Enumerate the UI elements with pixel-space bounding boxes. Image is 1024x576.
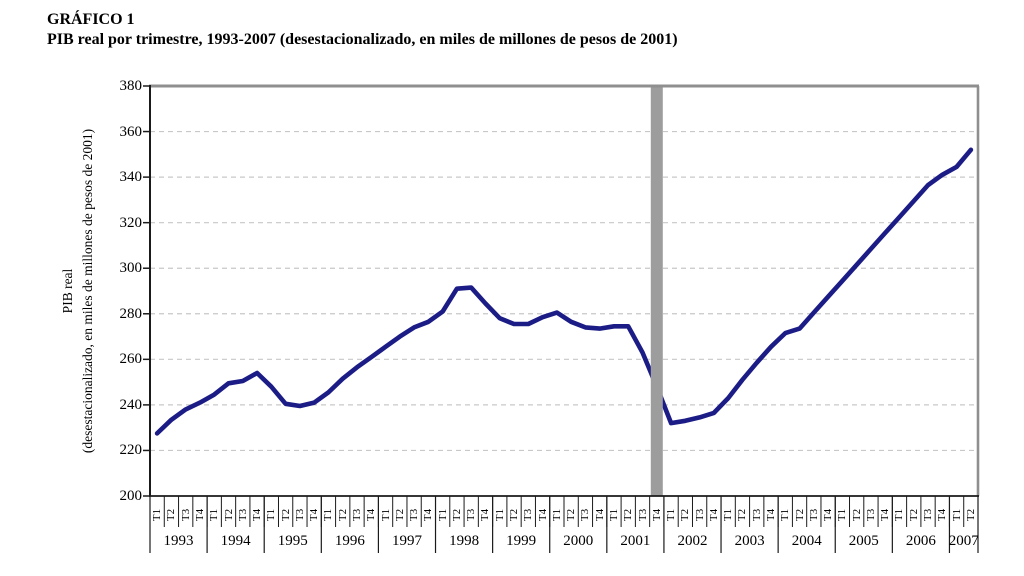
gdp-line xyxy=(154,147,974,436)
x-quarter-label: T3 xyxy=(750,508,763,522)
y-tick-label: 220 xyxy=(119,442,143,459)
x-year-label: 1995 xyxy=(277,533,308,549)
x-quarter-label: T4 xyxy=(193,508,206,522)
x-quarter-label: T1 xyxy=(436,508,449,522)
crisis-bar xyxy=(650,86,663,496)
x-quarter-label: T1 xyxy=(493,508,506,522)
y-tick-label: 340 xyxy=(119,169,143,186)
y-tick-label: 280 xyxy=(119,305,143,322)
x-year-label: 2004 xyxy=(791,533,822,549)
x-quarter-label: T2 xyxy=(793,508,806,522)
y-tick-label: 300 xyxy=(119,260,143,277)
chart-subtitle: PIB real por trimestre, 1993-2007 (deses… xyxy=(47,31,678,48)
x-quarter-label: T3 xyxy=(408,508,421,522)
x-quarter-label: T1 xyxy=(950,508,963,522)
x-quarter-label: T3 xyxy=(922,508,935,522)
x-quarter-label: T4 xyxy=(479,508,492,522)
x-quarter-label: T3 xyxy=(807,508,820,522)
x-quarter-label: T4 xyxy=(536,508,549,522)
x-year-label: 1994 xyxy=(220,533,251,549)
x-quarter-label: T2 xyxy=(165,508,178,522)
x-quarter-label: T4 xyxy=(650,508,663,522)
y-tick-label: 360 xyxy=(119,123,143,140)
x-quarter-label: T3 xyxy=(293,508,306,522)
x-quarter-label: T2 xyxy=(964,508,977,522)
x-quarter-label: T4 xyxy=(593,508,606,522)
x-quarter-label: T1 xyxy=(722,508,735,522)
x-quarter-label: T2 xyxy=(679,508,692,522)
x-quarter-label: T1 xyxy=(893,508,906,522)
x-quarter-label: T1 xyxy=(379,508,392,522)
x-year-label: 1999 xyxy=(506,533,537,549)
x-year-label: 2007 xyxy=(948,533,979,549)
x-quarter-label: T1 xyxy=(550,508,563,522)
x-quarter-label: T2 xyxy=(222,508,235,522)
x-year-label: 2003 xyxy=(734,533,765,549)
x-year-label: 1998 xyxy=(449,533,480,549)
x-quarter-label: T4 xyxy=(707,508,720,522)
x-year-label: 2005 xyxy=(848,533,879,549)
x-quarter-label: T2 xyxy=(279,508,292,522)
x-year-label: 2001 xyxy=(620,533,651,549)
x-quarter-label: T4 xyxy=(251,508,264,522)
x-quarter-label: T3 xyxy=(351,508,363,522)
x-year-label: 2002 xyxy=(677,533,708,549)
x-quarter-label: T4 xyxy=(422,508,435,522)
x-quarter-label: T1 xyxy=(779,508,792,522)
x-quarter-label: T4 xyxy=(308,508,321,522)
x-quarter-label: T2 xyxy=(907,508,920,522)
x-quarter-label: T1 xyxy=(265,508,278,522)
y-tick-label: 380 xyxy=(119,78,143,94)
x-quarter-label: T4 xyxy=(822,508,835,522)
x-quarter-label: T3 xyxy=(579,508,592,522)
y-tick-label: 260 xyxy=(119,351,143,368)
x-quarter-label: T4 xyxy=(879,508,892,522)
x-year-label: 2000 xyxy=(563,533,594,549)
x-year-label: 2006 xyxy=(905,533,936,549)
x-quarter-label: T1 xyxy=(665,508,678,522)
x-quarter-label: T4 xyxy=(365,508,378,522)
x-quarter-label: T2 xyxy=(393,508,406,522)
x-quarter-label: T3 xyxy=(179,508,192,522)
x-year-label: 1993 xyxy=(163,533,194,549)
x-quarter-label: T4 xyxy=(765,508,777,522)
x-quarter-label: T2 xyxy=(336,508,349,522)
x-quarter-label: T1 xyxy=(208,508,221,522)
x-quarter-label: T3 xyxy=(236,508,249,522)
x-quarter-label: T2 xyxy=(736,508,749,522)
x-quarter-label: T2 xyxy=(565,508,578,522)
x-quarter-label: T4 xyxy=(936,508,949,522)
x-quarter-label: T2 xyxy=(450,508,463,522)
y-tick-label: 320 xyxy=(119,214,143,231)
x-quarter-label: T2 xyxy=(508,508,521,522)
x-quarter-label: T3 xyxy=(864,508,877,522)
x-quarter-label: T1 xyxy=(836,508,849,522)
x-quarter-label: T2 xyxy=(622,508,635,522)
x-quarter-label: T1 xyxy=(151,508,164,522)
x-year-label: 1997 xyxy=(391,533,422,549)
x-quarter-label: T2 xyxy=(850,508,863,522)
chart-title: GRÁFICO 1 xyxy=(47,11,135,28)
y-tick-label: 240 xyxy=(119,396,143,413)
x-quarter-label: T3 xyxy=(465,508,478,522)
x-quarter-label: T1 xyxy=(322,508,335,522)
y-tick-label: 200 xyxy=(119,488,143,504)
x-year-label: 1996 xyxy=(334,533,365,549)
x-quarter-label: T1 xyxy=(607,508,620,522)
x-quarter-label: T3 xyxy=(522,508,535,522)
x-quarter-label: T3 xyxy=(636,508,649,522)
x-quarter-label: T3 xyxy=(693,508,706,522)
